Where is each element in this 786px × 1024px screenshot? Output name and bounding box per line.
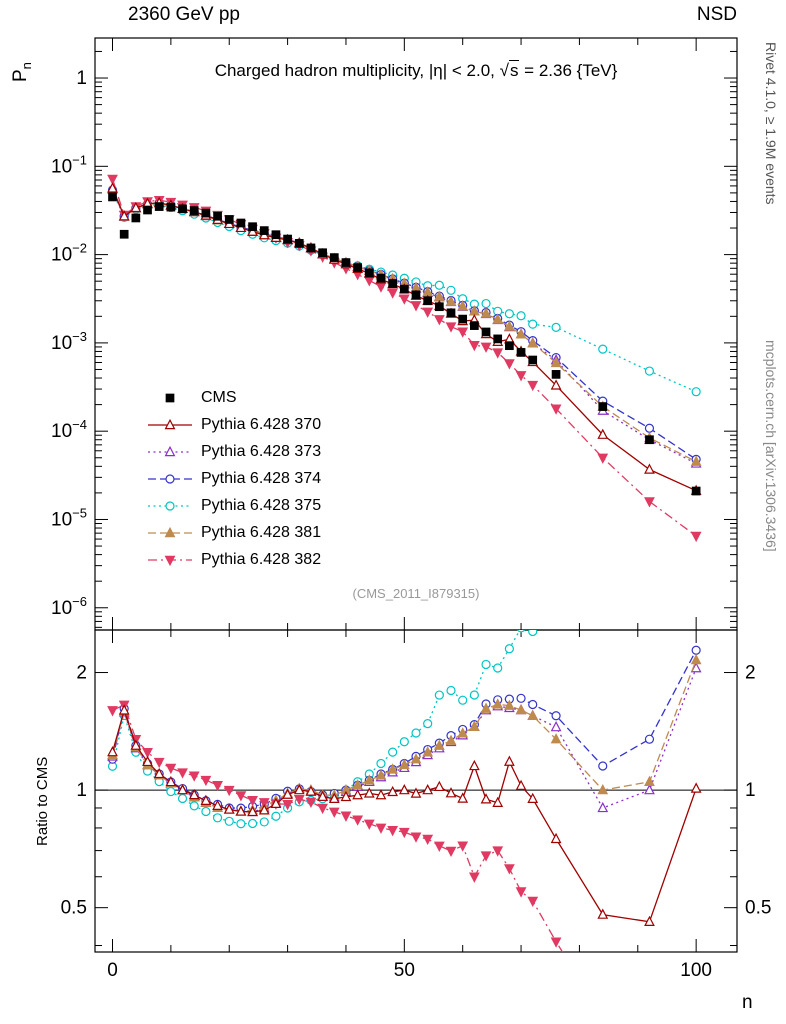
ratio-panel-frame xyxy=(94,629,738,953)
y-tick-label-ratio-left: 1 xyxy=(76,780,87,801)
x-tick-label: 50 xyxy=(394,960,415,981)
header-process-label: NSD xyxy=(696,4,737,25)
y-tick-label-ratio-left: 0.5 xyxy=(61,898,87,919)
y-tick-label-main: 1 xyxy=(76,68,87,89)
ratio-markers-pythia-370 xyxy=(107,704,702,927)
x-axis-label: n xyxy=(742,992,753,1013)
legend-label: Pythia 6.428 370 xyxy=(201,415,322,433)
mcplots-reference-note: mcplots.cern.ch [arXiv:1306.3436] xyxy=(763,340,779,552)
x-tick-label: 0 xyxy=(107,960,118,981)
y-tick-label-main: 10−1 xyxy=(51,152,87,177)
series-markers-cms xyxy=(108,192,701,496)
axis-ticks xyxy=(95,38,737,952)
sqrt-symbol: √ xyxy=(499,61,509,80)
legend-marker-pythia-375 xyxy=(148,500,192,511)
ratio-series-group xyxy=(107,630,702,952)
legend-marker-pythia-370 xyxy=(148,418,192,429)
legend: CMS Pythia 6.428 370 Pythia 6.428 373 Pythi… xyxy=(147,384,321,573)
sqrt-argument: s xyxy=(508,60,520,80)
y-tick-label-ratio-right: 1 xyxy=(745,780,756,801)
legend-item-pythia-375: Pythia 6.428 375 xyxy=(147,492,321,519)
legend-label: Pythia 6.428 373 xyxy=(201,442,322,460)
y-tick-label-ratio-right: 2 xyxy=(745,663,756,684)
ratio-markers-pythia-382 xyxy=(107,700,562,948)
y-tick-label-ratio-left: 2 xyxy=(76,663,87,684)
y-tick-label-main: 10−2 xyxy=(51,241,87,266)
legend-marker-pythia-381 xyxy=(148,526,192,537)
legend-item-pythia-381: Pythia 6.428 381 xyxy=(147,519,321,546)
y-axis-label-base: P xyxy=(10,69,31,82)
y-tick-label-main: 10−4 xyxy=(51,417,87,442)
legend-label: CMS xyxy=(201,388,237,406)
rivet-version-note: Rivet 4.1.0, ≥ 1.9M events xyxy=(763,42,779,205)
legend-marker-pythia-373 xyxy=(148,445,192,456)
legend-label: Pythia 6.428 375 xyxy=(201,496,322,514)
analysis-watermark: (CMS_2011_I879315) xyxy=(352,586,480,601)
y-tick-label-main: 10−5 xyxy=(51,505,87,530)
plot-title: Charged hadron multiplicity, |η| < 2.0, … xyxy=(95,60,737,81)
legend-label: Pythia 6.428 381 xyxy=(201,523,322,541)
plot-title-text: Charged hadron multiplicity, |η| < 2.0, xyxy=(214,61,500,80)
legend-label: Pythia 6.428 382 xyxy=(201,550,322,568)
legend-item-pythia-382: Pythia 6.428 382 xyxy=(147,546,321,573)
legend-item-pythia-370: Pythia 6.428 370 xyxy=(147,411,321,438)
y-axis-label-main: Pn xyxy=(10,62,34,82)
legend-item-pythia-374: Pythia 6.428 374 xyxy=(147,465,321,492)
legend-label: Pythia 6.428 374 xyxy=(201,469,322,487)
y-tick-label-ratio-right: 0.5 xyxy=(745,898,771,919)
y-tick-label-main: 10−6 xyxy=(51,594,87,619)
y-axis-label-sub: n xyxy=(18,62,34,70)
main-series-group xyxy=(107,174,702,543)
y-axis-label-ratio: Ratio to CMS xyxy=(34,756,51,846)
legend-item-pythia-373: Pythia 6.428 373 xyxy=(147,438,321,465)
tick-labels: 0 50 100 1 10−1 10−2 10−3 10−4 10−5 10−6 0.5 0.5 1 1 2… xyxy=(51,68,771,981)
x-tick-label: 100 xyxy=(680,960,712,981)
legend-marker-cms xyxy=(165,393,175,402)
plot-title-suffix: = 2.36 {TeV} xyxy=(519,61,618,80)
legend-marker-pythia-374 xyxy=(148,473,192,484)
legend-item-cms: CMS xyxy=(147,384,321,411)
header-beam-label: 2360 GeV pp xyxy=(128,4,240,25)
legend-marker-pythia-382 xyxy=(148,555,192,566)
y-tick-label-main: 10−3 xyxy=(51,329,87,354)
